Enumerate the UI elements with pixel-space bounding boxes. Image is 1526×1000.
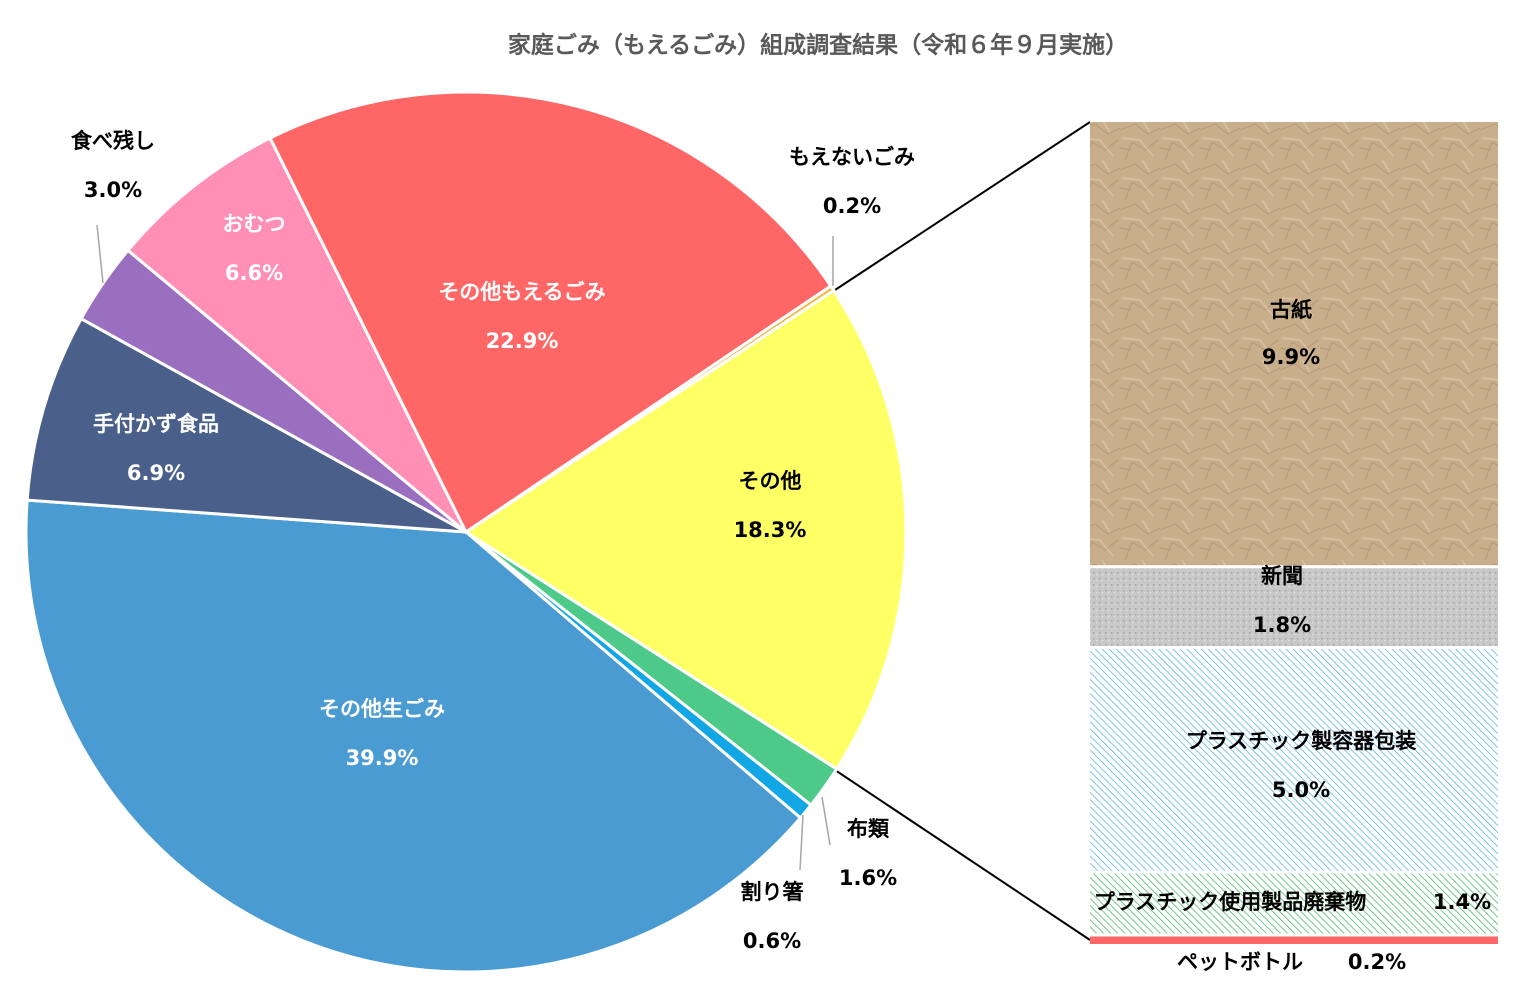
slice-label: 割り箸 xyxy=(741,880,804,904)
slice-label: もえないごみ xyxy=(789,145,915,169)
bar-value: 0.2% xyxy=(1348,950,1406,974)
slice-value: 39.9% xyxy=(346,746,419,770)
slice-label: 食べ残し xyxy=(71,129,155,153)
slice-label: 手付かず食品 xyxy=(93,412,219,436)
slice-value: 1.6% xyxy=(839,866,897,890)
slice-value: 6.6% xyxy=(225,261,283,285)
pie-slice xyxy=(125,136,468,534)
leader-line xyxy=(821,796,831,846)
bar-segment xyxy=(1090,936,1498,944)
slice-value: 0.2% xyxy=(823,194,881,218)
bar-value: 5.0% xyxy=(1272,778,1330,802)
slice-value: 6.9% xyxy=(127,461,185,485)
chart-title: 家庭ごみ（もえるごみ）組成調査結果（令和６年９月実施） xyxy=(508,32,1128,59)
bar-label: プラスチック使用製品廃棄物 xyxy=(1094,890,1367,914)
slice-label: 布類 xyxy=(847,817,890,841)
bar-label: プラスチック製容器包装 xyxy=(1186,729,1417,753)
connector xyxy=(834,121,1091,291)
bar-value: 1.4% xyxy=(1433,890,1491,914)
bar-texture xyxy=(1090,568,1498,647)
bar-value: 9.9% xyxy=(1262,345,1320,369)
slice-label: おむつ xyxy=(223,212,286,236)
leader-line xyxy=(96,224,104,284)
slice-label: その他 xyxy=(739,469,802,493)
slice-label: その他生ごみ xyxy=(319,697,445,721)
pie-slice xyxy=(268,90,833,535)
slice-value: 18.3% xyxy=(734,518,807,542)
slice-value: 0.6% xyxy=(743,929,801,953)
slice-value: 22.9% xyxy=(486,329,559,353)
bar-texture xyxy=(1090,649,1498,871)
slice-label: その他もえるごみ xyxy=(438,280,605,304)
pie-slice xyxy=(25,316,467,534)
bar-texture xyxy=(1090,873,1498,934)
bar-label: 古紙 xyxy=(1270,298,1312,322)
pie-slice xyxy=(24,498,803,974)
slice-value: 3.0% xyxy=(84,178,142,202)
leader-line xyxy=(799,814,804,871)
bar-texture xyxy=(1090,122,1498,566)
bar-label: ペットボトル xyxy=(1177,950,1303,974)
pie-slice xyxy=(463,288,908,772)
bar-label: 新聞 xyxy=(1261,564,1303,588)
bar-value: 1.8% xyxy=(1253,613,1311,637)
connector xyxy=(834,769,1091,941)
